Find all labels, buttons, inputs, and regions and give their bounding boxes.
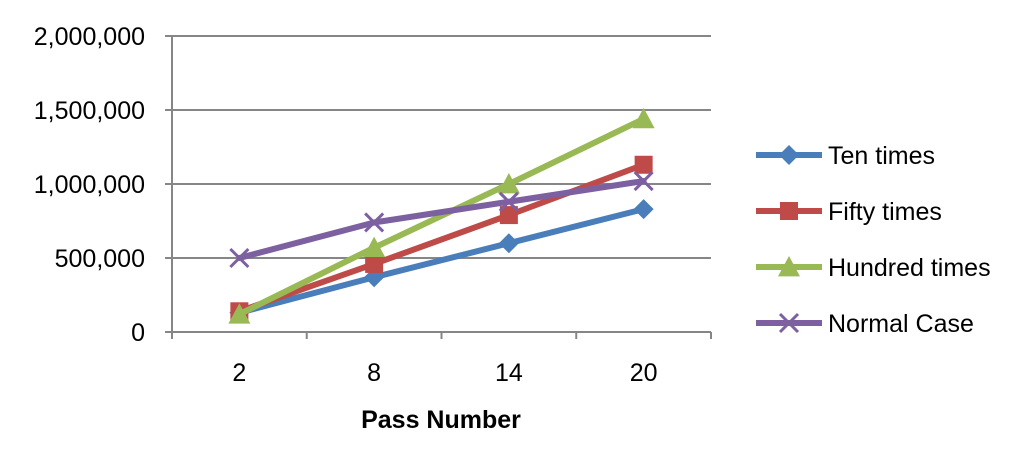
marker-stroke (498, 191, 519, 212)
y-tick-label: 500,000 (55, 245, 145, 273)
data-point (498, 233, 519, 254)
marker-stroke (364, 212, 385, 233)
legend-label: Hundred times (828, 254, 991, 282)
x-tick-label: 2 (232, 359, 246, 387)
series-hundred-times (228, 107, 655, 324)
legend-label: Normal Case (828, 310, 974, 338)
data-point (632, 107, 655, 129)
y-tick-labels: 0 500,000 1,000,000 1,500,000 2,000,000 (34, 23, 145, 347)
series-lines (228, 107, 655, 324)
x-axis-title: Pass Number (361, 406, 521, 434)
legend-marker (780, 202, 798, 220)
data-point (634, 155, 653, 174)
x-tick-labels: 2 8 14 20 (232, 359, 657, 387)
series-line (236, 115, 647, 318)
series-line (236, 206, 647, 316)
y-tick-label: 2,000,000 (34, 23, 145, 51)
series-line (236, 178, 647, 261)
legend-item: Ten times (756, 142, 935, 170)
data-point (365, 254, 384, 273)
series-normal-case (229, 170, 654, 269)
x-tick-label: 14 (495, 359, 523, 387)
marker-stroke (229, 247, 250, 269)
data-point (363, 236, 386, 257)
legend-marker (779, 145, 799, 165)
legend-marker (778, 256, 800, 277)
data-point (499, 206, 518, 225)
marker-stroke (633, 170, 654, 192)
legend-label: Ten times (828, 142, 935, 170)
data-point (497, 173, 520, 194)
legend-item: Hundred times (756, 254, 991, 282)
y-tick-label: 0 (131, 319, 145, 347)
x-tick-label: 20 (630, 359, 658, 387)
legend-marker (778, 312, 800, 334)
legend: Ten times Fifty times Hundred times Normal … (756, 142, 991, 338)
marker-stroke (778, 312, 800, 334)
series-line (236, 161, 647, 315)
x-tick-label: 8 (367, 359, 381, 387)
legend-item: Fifty times (756, 198, 942, 226)
data-point (633, 199, 654, 220)
data-point (229, 247, 250, 269)
data-point (498, 191, 519, 212)
legend-label: Fifty times (828, 198, 942, 226)
data-point (228, 303, 251, 324)
data-point (633, 170, 654, 192)
data-point (364, 212, 385, 233)
legend-item: Normal Case (756, 310, 974, 338)
axes (165, 35, 712, 339)
gridlines (172, 35, 711, 259)
y-tick-label: 1,500,000 (34, 97, 145, 125)
y-tick-label: 1,000,000 (34, 171, 145, 199)
